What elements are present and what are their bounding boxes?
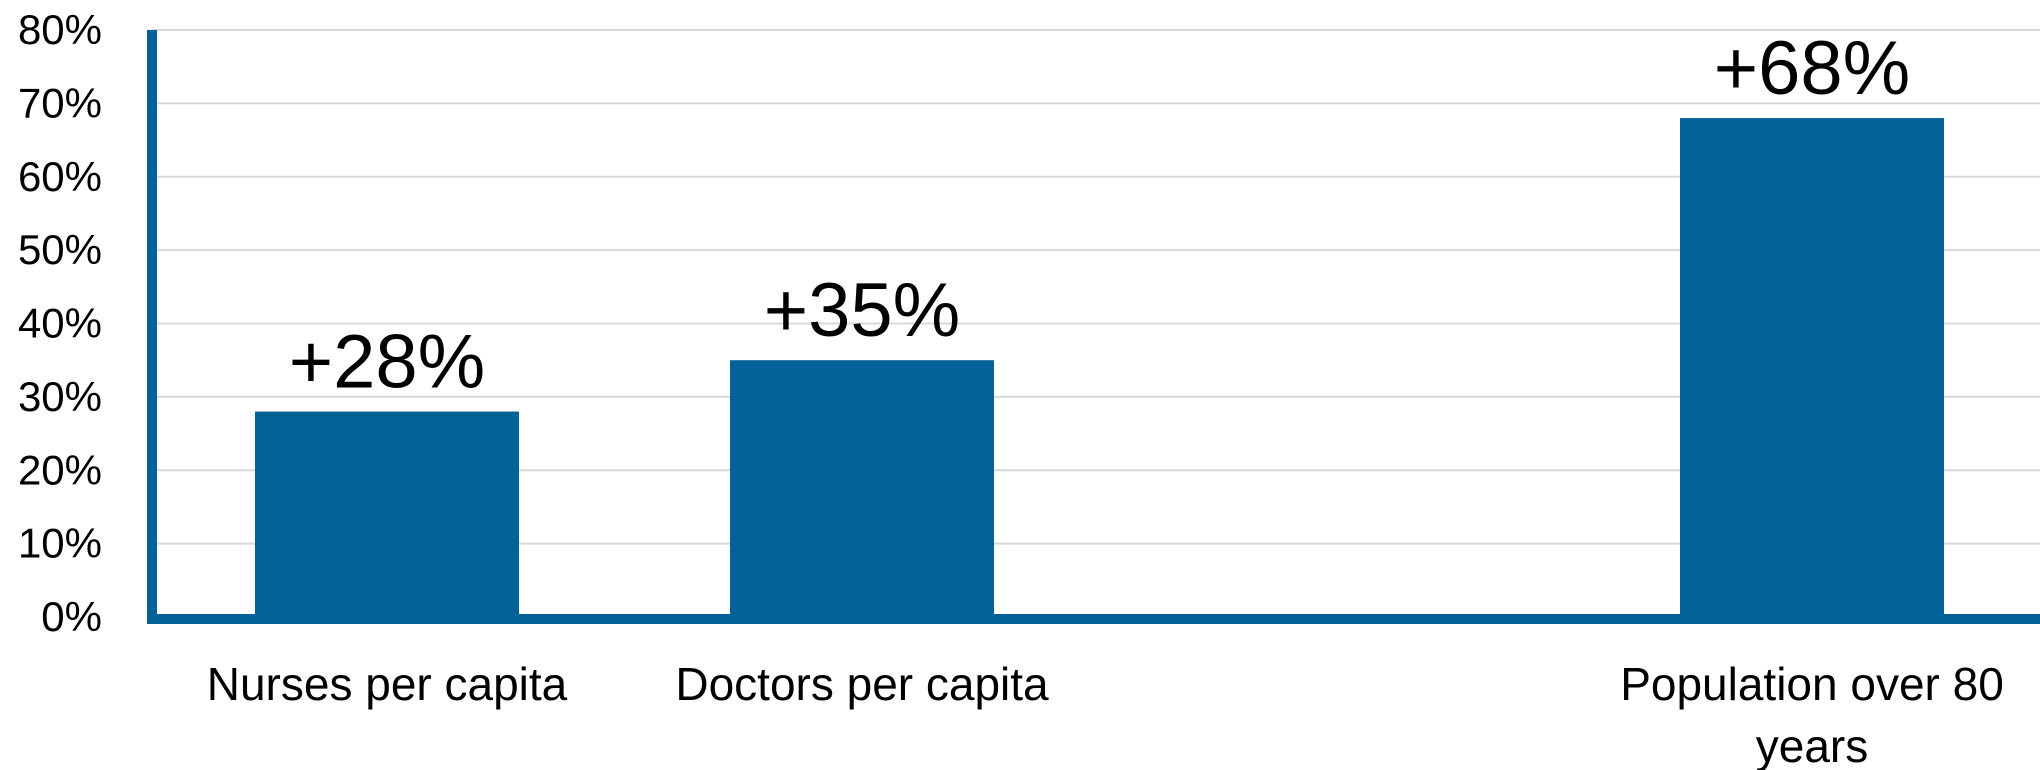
x-category-label: Nurses per capita (207, 658, 568, 710)
y-tick-label: 0% (41, 593, 102, 640)
bar (1680, 118, 1944, 618)
data-labels: +28% +35% +68% (289, 26, 1911, 405)
x-category-label: Population over 80 (1620, 658, 2004, 710)
y-axis-tick-labels: 0% 10% 20% 30% 40% 50% 60% 70% 80% (18, 6, 102, 640)
bar (255, 411, 519, 617)
x-axis-category-labels: Nurses per capita Doctors per capita Popul… (207, 658, 2004, 770)
axes (147, 30, 2040, 624)
y-tick-label: 70% (18, 79, 102, 126)
x-category-label: Doctors per capita (675, 658, 1049, 710)
data-label: +35% (764, 268, 961, 353)
bar (730, 360, 994, 617)
y-tick-label: 50% (18, 226, 102, 273)
y-tick-label: 80% (18, 6, 102, 53)
y-tick-label: 20% (18, 446, 102, 493)
bars (255, 118, 1944, 618)
data-label: +28% (289, 320, 486, 405)
data-label: +68% (1714, 26, 1911, 111)
y-tick-label: 10% (18, 520, 102, 567)
y-tick-label: 30% (18, 373, 102, 420)
x-category-label: years (1756, 720, 1868, 770)
y-tick-label: 60% (18, 153, 102, 200)
y-tick-label: 40% (18, 300, 102, 347)
